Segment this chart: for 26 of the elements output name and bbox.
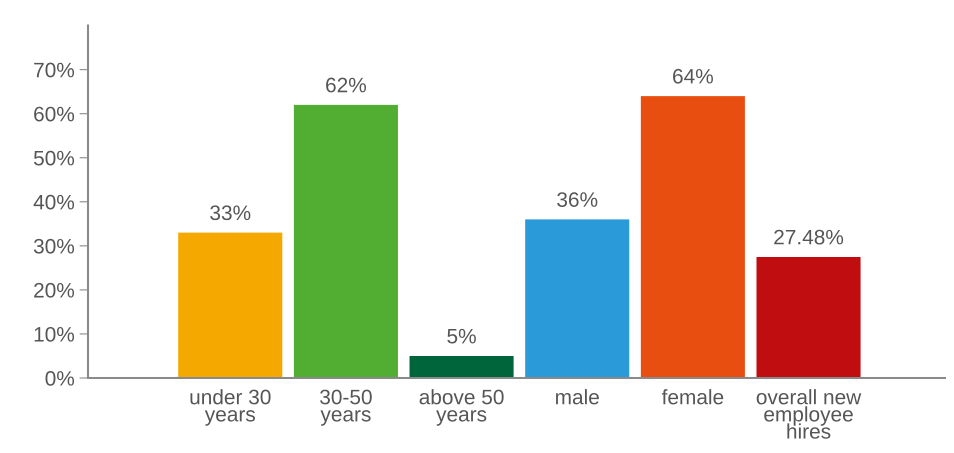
bar bbox=[756, 256, 861, 378]
y-tick-label: 60% bbox=[34, 106, 74, 122]
bar bbox=[294, 104, 398, 378]
x-tick-label: 30-50 years bbox=[320, 390, 372, 426]
x-tick-label: above 50 years bbox=[420, 389, 504, 426]
y-tick-label: 0% bbox=[46, 371, 74, 386]
x-tick-label: under 30 years bbox=[190, 389, 271, 426]
y-tick-label: 20% bbox=[34, 282, 74, 298]
y-tick-label: 10% bbox=[34, 326, 74, 342]
bar bbox=[525, 219, 630, 378]
x-tick-label: female bbox=[662, 389, 724, 404]
data-label: 62% bbox=[326, 78, 366, 92]
y-tick-label: 30% bbox=[34, 238, 74, 254]
data-label: 27.48% bbox=[774, 230, 844, 244]
x-tick-label: overall new employee hires bbox=[756, 389, 862, 439]
bar bbox=[410, 356, 514, 378]
x-tick-label: male bbox=[556, 389, 599, 404]
bar bbox=[178, 232, 282, 378]
bar bbox=[640, 96, 745, 378]
y-tick-label: 50% bbox=[34, 150, 74, 166]
data-label: 64% bbox=[673, 68, 713, 84]
data-label: 5% bbox=[447, 328, 476, 344]
y-tick-label: 70% bbox=[34, 62, 74, 78]
data-label: 33% bbox=[210, 205, 250, 220]
data-label: 36% bbox=[557, 192, 598, 207]
y-tick-label: 40% bbox=[34, 194, 74, 210]
